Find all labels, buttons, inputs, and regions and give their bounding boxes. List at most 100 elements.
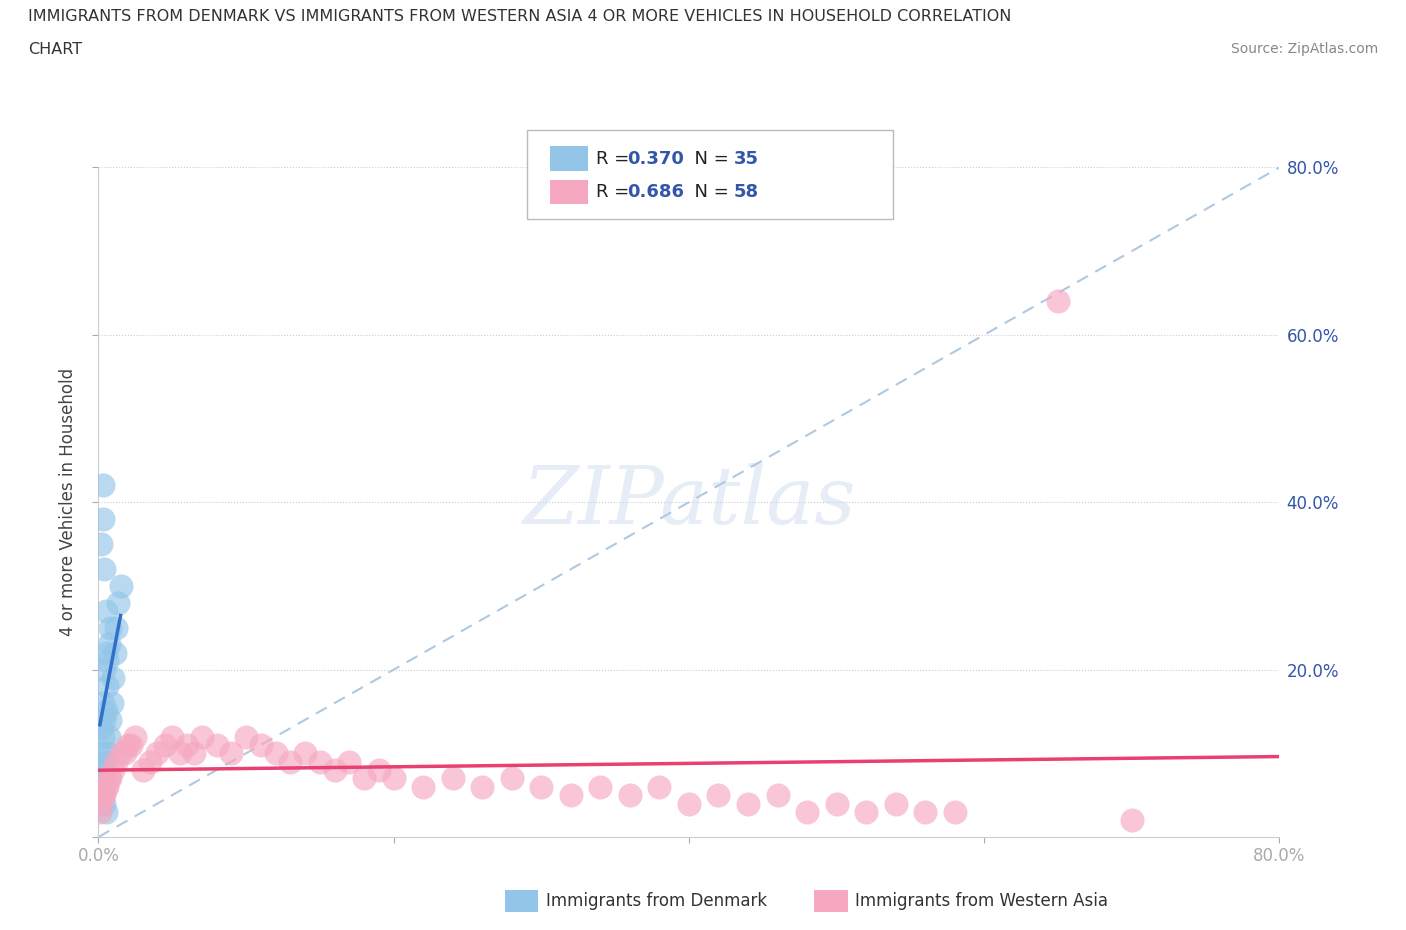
Point [91, 729, 114, 744]
Point [91, 512, 114, 526]
Point [89, 788, 111, 803]
Point [124, 729, 146, 744]
Point [191, 729, 214, 744]
Text: N =: N = [683, 183, 735, 201]
Text: 0.370: 0.370 [627, 150, 683, 167]
Point [90, 796, 112, 811]
Text: N =: N = [683, 150, 735, 167]
Text: R =: R = [596, 150, 636, 167]
Text: Source: ZipAtlas.com: Source: ZipAtlas.com [1230, 42, 1378, 56]
Point [97, 771, 120, 786]
Text: 58: 58 [734, 183, 759, 201]
Text: R =: R = [596, 183, 636, 201]
Point [100, 696, 122, 711]
Point [110, 746, 132, 761]
Point [412, 779, 434, 794]
Point [90, 779, 112, 794]
Text: Immigrants from Western Asia: Immigrants from Western Asia [855, 892, 1108, 910]
Point [441, 771, 464, 786]
Point [471, 779, 494, 794]
Text: CHART: CHART [28, 42, 82, 57]
Point [110, 578, 132, 593]
Text: Immigrants from Denmark: Immigrants from Denmark [546, 892, 766, 910]
Point [619, 788, 641, 803]
Point [91, 779, 114, 794]
Point [94, 804, 117, 819]
Text: IMMIGRANTS FROM DENMARK VS IMMIGRANTS FROM WESTERN ASIA 4 OR MORE VEHICLES IN HO: IMMIGRANTS FROM DENMARK VS IMMIGRANTS FR… [28, 9, 1011, 24]
Point [205, 737, 228, 752]
Point [103, 671, 125, 685]
Point [176, 737, 198, 752]
Point [278, 754, 302, 769]
Point [139, 754, 162, 769]
Point [93, 796, 115, 811]
Point [90, 537, 112, 551]
Point [648, 779, 671, 794]
Point [91, 696, 114, 711]
Point [162, 729, 183, 744]
Point [146, 746, 169, 761]
Point [96, 779, 118, 794]
Point [97, 729, 120, 744]
Y-axis label: 4 or more Vehicles in Household: 4 or more Vehicles in Household [59, 368, 77, 636]
Point [796, 804, 818, 819]
Point [94, 704, 117, 719]
Point [169, 746, 191, 761]
Point [91, 771, 114, 786]
Point [94, 645, 117, 660]
Point [339, 754, 360, 769]
Point [264, 746, 287, 761]
Point [589, 779, 612, 794]
Point [104, 645, 127, 660]
Point [501, 771, 523, 786]
Point [323, 763, 346, 777]
Point [884, 796, 907, 811]
Point [98, 712, 121, 727]
Point [98, 620, 121, 635]
Point [153, 737, 176, 752]
Point [117, 737, 139, 752]
Point [107, 595, 129, 610]
Text: 35: 35 [734, 150, 759, 167]
Text: ZIPatlas: ZIPatlas [522, 463, 856, 541]
Point [91, 478, 114, 493]
Point [250, 737, 273, 752]
Point [93, 763, 115, 777]
Point [120, 737, 142, 752]
Point [235, 729, 257, 744]
Point [855, 804, 877, 819]
Point [943, 804, 966, 819]
Point [89, 804, 111, 819]
Point [309, 754, 332, 769]
Point [93, 562, 115, 577]
Point [94, 604, 117, 618]
Point [90, 746, 112, 761]
Point [368, 763, 391, 777]
Point [219, 746, 242, 761]
Text: 0.686: 0.686 [627, 183, 685, 201]
Point [94, 779, 117, 794]
Point [825, 796, 848, 811]
Point [914, 804, 936, 819]
Point [96, 654, 118, 669]
Point [678, 796, 700, 811]
Point [93, 712, 115, 727]
Point [737, 796, 759, 811]
Point [93, 788, 115, 803]
Point [94, 754, 117, 769]
Point [382, 771, 405, 786]
Point [1121, 813, 1143, 828]
Point [353, 771, 375, 786]
Point [96, 746, 118, 761]
Point [90, 721, 112, 736]
Point [560, 788, 582, 803]
Point [707, 788, 730, 803]
Point [96, 679, 118, 694]
Point [105, 620, 128, 635]
Point [103, 763, 125, 777]
Point [132, 763, 155, 777]
Point [98, 771, 121, 786]
Point [766, 788, 789, 803]
Point [89, 763, 111, 777]
Point [183, 746, 205, 761]
